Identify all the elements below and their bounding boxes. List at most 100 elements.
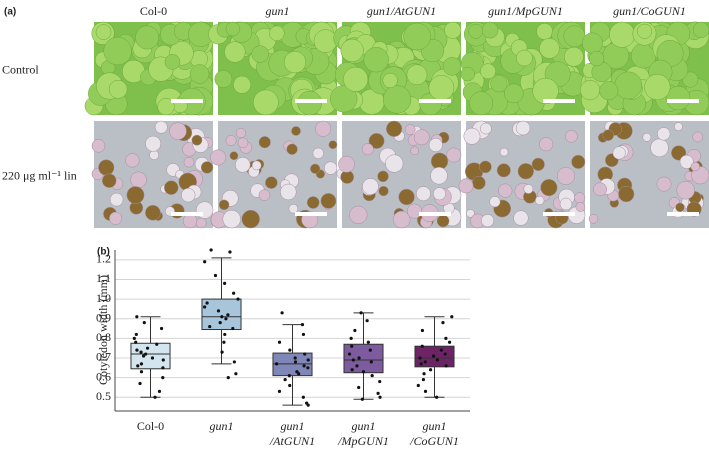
data-point bbox=[423, 360, 427, 364]
seedling bbox=[517, 163, 534, 180]
x-tick-label: gun1/CoGUN1 bbox=[409, 419, 459, 448]
y-tick-label: 1.2 bbox=[96, 252, 111, 266]
seedling bbox=[283, 51, 307, 74]
row-label: Control bbox=[2, 62, 39, 76]
data-point bbox=[209, 248, 213, 252]
seedling bbox=[125, 153, 140, 168]
seedling bbox=[183, 156, 195, 168]
seedling bbox=[235, 157, 251, 173]
data-point bbox=[450, 315, 454, 319]
seedling bbox=[378, 185, 389, 197]
y-tick-label: 1.0 bbox=[96, 291, 111, 305]
data-point bbox=[420, 344, 424, 348]
photo bbox=[458, 120, 586, 229]
seedling bbox=[343, 66, 369, 92]
data-point bbox=[350, 368, 354, 372]
seedling bbox=[674, 122, 683, 131]
seedling bbox=[692, 21, 709, 39]
data-point bbox=[365, 319, 369, 323]
seedling bbox=[154, 120, 168, 134]
seedling bbox=[563, 46, 584, 67]
seedling bbox=[195, 201, 214, 219]
seedling bbox=[182, 213, 198, 229]
data-point bbox=[428, 368, 433, 372]
data-point bbox=[283, 377, 287, 382]
data-point bbox=[224, 317, 228, 321]
seedling bbox=[571, 154, 586, 169]
seedling bbox=[588, 50, 605, 67]
data-point bbox=[161, 366, 165, 370]
data-point bbox=[144, 352, 148, 356]
data-point bbox=[423, 389, 428, 393]
x-tick-label: Col-0 bbox=[137, 419, 164, 433]
column-header: gun1/AtGUN1 bbox=[367, 4, 436, 18]
seedling bbox=[222, 209, 241, 229]
seedling bbox=[432, 187, 446, 201]
data-point bbox=[277, 340, 282, 344]
seedling bbox=[145, 135, 162, 152]
seedling bbox=[559, 197, 573, 211]
seedling bbox=[130, 171, 147, 189]
seedling bbox=[407, 203, 423, 219]
seedling bbox=[614, 71, 643, 100]
data-point bbox=[306, 366, 310, 370]
seedling bbox=[323, 161, 338, 175]
seedling bbox=[675, 202, 685, 212]
photo bbox=[336, 120, 462, 229]
seedling bbox=[471, 176, 486, 190]
data-point bbox=[416, 383, 420, 388]
seedling bbox=[297, 90, 322, 116]
seedling bbox=[328, 140, 338, 150]
data-point bbox=[226, 313, 230, 317]
seedling bbox=[157, 98, 175, 116]
data-point bbox=[232, 360, 236, 364]
seedling bbox=[363, 47, 389, 73]
data-point bbox=[139, 370, 144, 374]
seedling bbox=[126, 186, 145, 204]
data-point bbox=[226, 376, 230, 380]
seedling bbox=[251, 45, 269, 63]
seedling bbox=[191, 134, 203, 146]
seedling bbox=[398, 188, 415, 206]
seedling bbox=[258, 136, 271, 149]
seedling bbox=[636, 23, 653, 39]
seedling bbox=[200, 161, 214, 174]
data-point bbox=[139, 350, 143, 354]
seedling bbox=[430, 166, 448, 185]
seedling bbox=[556, 167, 575, 185]
seedling bbox=[565, 129, 578, 143]
box bbox=[343, 343, 384, 374]
data-point bbox=[150, 356, 155, 360]
seedling bbox=[406, 64, 428, 86]
seedling bbox=[436, 214, 450, 228]
data-point bbox=[220, 315, 224, 319]
seedling bbox=[313, 29, 338, 53]
seedling bbox=[480, 122, 492, 135]
seedling bbox=[164, 180, 179, 195]
y-tick-label: 0.6 bbox=[96, 369, 111, 383]
seedling bbox=[523, 184, 534, 194]
data-point bbox=[132, 336, 136, 340]
seedling bbox=[102, 173, 117, 188]
seedling bbox=[574, 192, 586, 204]
data-point bbox=[435, 358, 439, 362]
seedling bbox=[444, 21, 462, 39]
seedling bbox=[95, 24, 112, 40]
data-point bbox=[355, 364, 359, 368]
seedling bbox=[233, 75, 252, 94]
seedling bbox=[218, 199, 230, 211]
data-point bbox=[135, 315, 139, 319]
seedling bbox=[446, 147, 462, 163]
seedling bbox=[489, 196, 501, 208]
data-point bbox=[376, 391, 380, 395]
seedling bbox=[392, 210, 411, 229]
seedling bbox=[481, 214, 495, 228]
seedling bbox=[468, 23, 484, 39]
seedling bbox=[481, 21, 499, 39]
seedling bbox=[469, 91, 494, 116]
data-point bbox=[347, 352, 352, 356]
seedling bbox=[498, 183, 513, 198]
seedling bbox=[463, 127, 481, 145]
data-point bbox=[288, 383, 292, 388]
seedling bbox=[135, 25, 160, 50]
